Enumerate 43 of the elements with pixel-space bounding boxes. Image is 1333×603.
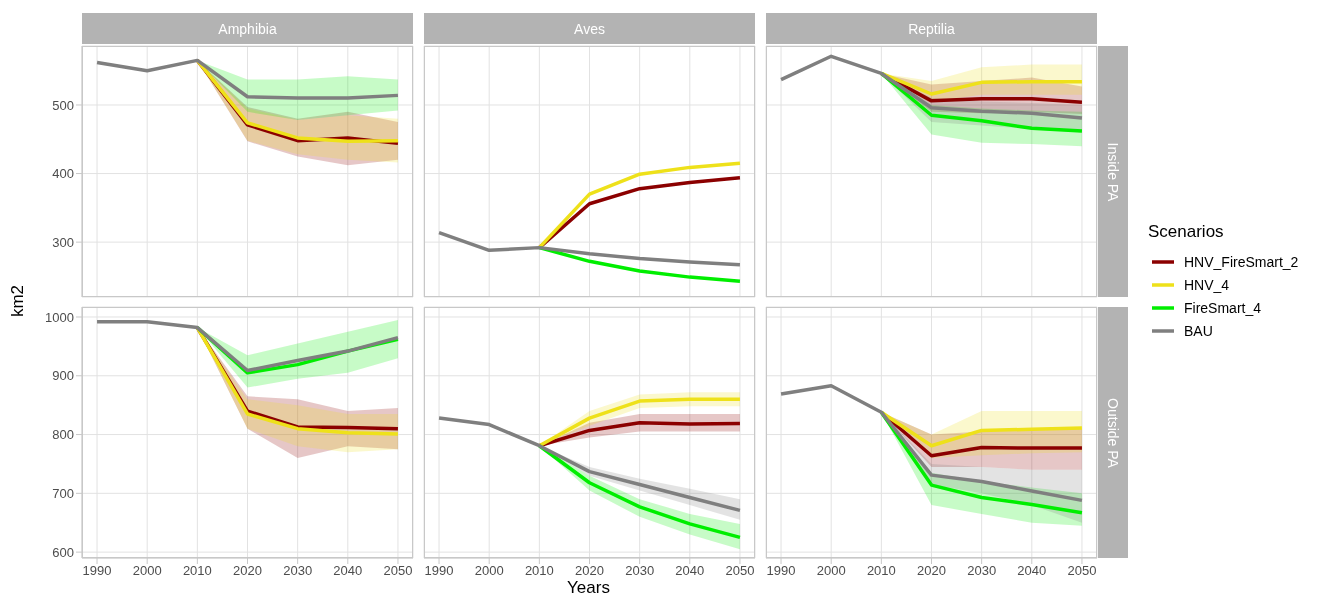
text: Inside PA	[1105, 142, 1122, 201]
y-tick-label: 700	[52, 485, 74, 501]
y-tick-label: 900	[52, 368, 74, 384]
x-tick-label: 2020	[575, 563, 604, 579]
x-tick-label: 2030	[283, 563, 313, 579]
x-tick-label: 2000	[474, 563, 504, 579]
y-tick-label: 1000	[45, 309, 74, 325]
line-series	[95, 58, 400, 100]
x-tick-label: 2040	[675, 563, 705, 579]
y-tick-label: 500	[52, 97, 74, 113]
chart-title: Aves	[424, 13, 755, 44]
x-tick-label: 2000	[132, 563, 162, 579]
x-tick-label: 2010	[866, 563, 896, 579]
chart-title: Reptilia	[766, 13, 1097, 44]
x-tick-label: 2030	[967, 563, 997, 579]
x-tick-label: 2040	[1017, 563, 1047, 579]
x-tick-label: 2050	[725, 563, 755, 579]
legend-label: HNV_4	[1184, 276, 1230, 293]
x-axis-title: Years	[566, 578, 611, 597]
legend-title: Scenarios	[1148, 222, 1225, 242]
x-tick-label: 2020	[917, 563, 946, 579]
line-series	[95, 319, 400, 373]
x-tick-label: 2050	[1067, 563, 1097, 579]
legend-label: HNV_FireSmart_2	[1184, 253, 1299, 270]
y-tick-label: 800	[52, 427, 74, 443]
x-tick-label: 2030	[625, 563, 655, 579]
x-tick-label: 2020	[233, 563, 262, 579]
y-tick-label: 300	[52, 234, 74, 250]
text: Outside PA	[1105, 397, 1121, 468]
x-tick-label: 2050	[383, 563, 413, 579]
y-tick-label: 600	[52, 544, 74, 560]
legend-label: BAU	[1184, 322, 1213, 339]
chart-title: Amphibia	[82, 13, 413, 44]
legend-label: FireSmart_4	[1184, 299, 1262, 316]
x-tick-label: 2010	[182, 563, 212, 579]
x-tick-label: 1990	[766, 563, 796, 579]
y-axis-title: km2	[8, 284, 28, 318]
x-tick-label: 1990	[424, 563, 454, 579]
x-tick-label: 2010	[524, 563, 554, 579]
x-tick-label: 2000	[816, 563, 846, 579]
x-tick-label: 2040	[333, 563, 363, 579]
y-tick-label: 400	[52, 166, 74, 182]
x-tick-label: 1990	[82, 563, 112, 579]
